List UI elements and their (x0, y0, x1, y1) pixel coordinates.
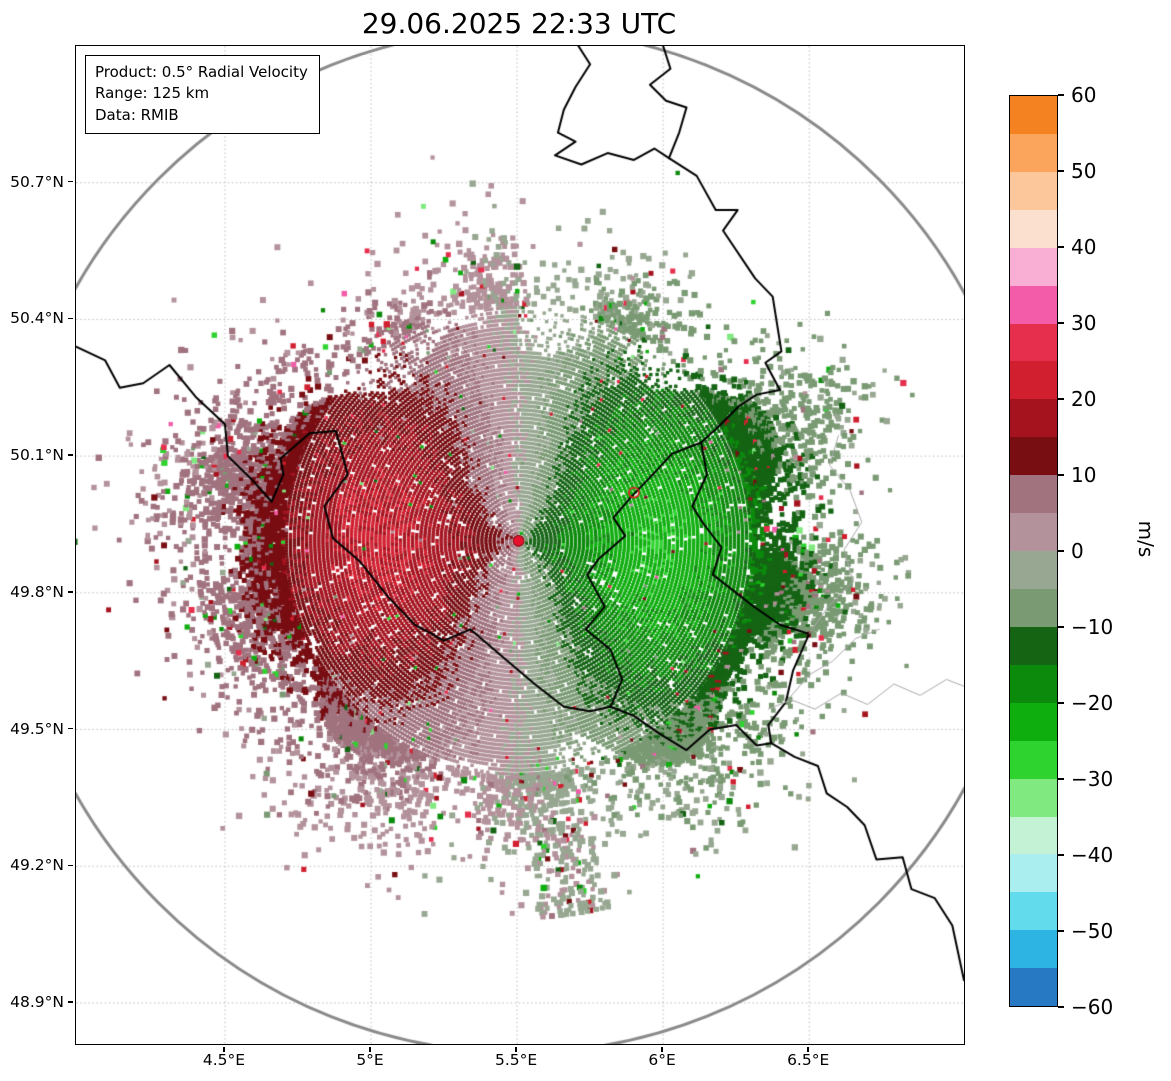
colorbar-segment (1010, 551, 1057, 589)
colorbar-tick-label: 40 (1071, 235, 1097, 259)
colorbar-tick-mark (1058, 322, 1064, 324)
colorbar-segment (1010, 323, 1057, 362)
colorbar-tick-mark (1058, 398, 1064, 400)
colorbar-unit-label: m/s (1134, 520, 1158, 558)
colorbar-tick-label: −40 (1071, 843, 1114, 867)
x-tick-label: 6.5°E (787, 1051, 830, 1069)
colorbar-tick-label: 0 (1071, 539, 1084, 563)
colorbar-segment (1010, 702, 1057, 741)
colorbar-tick-label: −60 (1071, 995, 1114, 1019)
colorbar-tick-mark (1058, 474, 1064, 476)
figure-title: 29.06.2025 22:33 UTC (361, 7, 677, 40)
colorbar-tick-label: 60 (1071, 83, 1097, 107)
product-info-box: Product: 0.5° Radial Velocity Range: 125… (85, 55, 320, 134)
map-plot-area: Product: 0.5° Radial Velocity Range: 125… (75, 45, 965, 1045)
y-tick-mark (68, 454, 73, 456)
colorbar-tick-label: 20 (1071, 387, 1097, 411)
colorbar-tick-label: −10 (1071, 615, 1114, 639)
colorbar-tick-label: −50 (1071, 919, 1114, 943)
colorbar-tick-mark (1058, 246, 1064, 248)
y-tick-mark (68, 864, 73, 867)
colorbar-segment (1010, 892, 1057, 931)
colorbar-segment (1010, 664, 1057, 703)
colorbar-segment (1010, 96, 1057, 134)
colorbar-tick-mark (1058, 1006, 1064, 1008)
colorbar-segment (1010, 285, 1057, 324)
x-tick-label: 5.5°E (494, 1051, 538, 1069)
colorbar-tick-label: 30 (1071, 311, 1097, 335)
y-tick-mark (68, 591, 73, 593)
x-tick-label: 5°E (356, 1051, 384, 1069)
y-tick-mark (68, 727, 73, 730)
colorbar-tick-mark (1058, 702, 1064, 704)
colorbar-segment (1010, 968, 1057, 1007)
colorbar-tick-label: 10 (1071, 463, 1097, 487)
colorbar-tick-mark (1058, 550, 1064, 552)
x-tick-mark (661, 1046, 663, 1052)
colorbar-segment (1010, 361, 1057, 400)
colorbar-segment (1010, 399, 1057, 438)
colorbar-tick-mark (1058, 170, 1064, 172)
info-product-line: Product: 0.5° Radial Velocity (95, 63, 308, 81)
colorbar-tick-mark (1058, 626, 1064, 628)
colorbar-segment (1010, 930, 1057, 969)
y-tick-mark (68, 317, 73, 320)
colorbar (1009, 95, 1058, 1007)
colorbar-segment (1010, 778, 1057, 817)
x-tick-mark (369, 1046, 371, 1052)
colorbar-segment (1010, 588, 1057, 627)
y-tick-mark (68, 1001, 73, 1003)
y-tick-mark (68, 180, 73, 183)
y-tick-label: 48.9°N (10, 992, 64, 1011)
colorbar-tick-mark (1058, 778, 1064, 780)
y-tick-label: 49.2°N (10, 856, 64, 875)
colorbar-segment (1010, 816, 1057, 855)
colorbar-segment (1010, 626, 1057, 665)
colorbar-segment (1010, 133, 1057, 172)
y-tick-label: 50.4°N (10, 309, 64, 328)
colorbar-tick-mark (1058, 854, 1064, 856)
x-tick-mark (515, 1046, 517, 1052)
colorbar-segment (1010, 475, 1057, 514)
colorbar-segment (1010, 854, 1057, 893)
x-tick-mark (223, 1046, 225, 1052)
colorbar-segment (1010, 513, 1057, 552)
x-tick-label: 4.5°E (202, 1051, 246, 1069)
colorbar-tick-mark (1058, 930, 1064, 932)
y-tick-label: 49.5°N (10, 719, 64, 738)
x-tick-mark (807, 1046, 809, 1052)
radar-map-canvas (76, 46, 964, 1044)
colorbar-segment (1010, 209, 1057, 248)
info-data-source-line: Data: RMIB (95, 105, 179, 124)
colorbar-tick-label: −20 (1071, 691, 1114, 715)
colorbar-tick-label: −30 (1071, 767, 1114, 791)
info-range-line: Range: 125 km (95, 84, 210, 103)
y-tick-label: 49.8°N (10, 582, 64, 601)
y-tick-label: 50.7°N (10, 172, 64, 191)
colorbar-tick-label: 50 (1071, 159, 1097, 183)
colorbar-segment (1010, 247, 1057, 286)
colorbar-tick-mark (1058, 94, 1064, 96)
colorbar-segment (1010, 740, 1057, 779)
colorbar-segment (1010, 437, 1057, 476)
x-tick-label: 6°E (648, 1051, 676, 1069)
colorbar-segment (1010, 171, 1057, 210)
y-tick-label: 50.1°N (10, 446, 64, 465)
